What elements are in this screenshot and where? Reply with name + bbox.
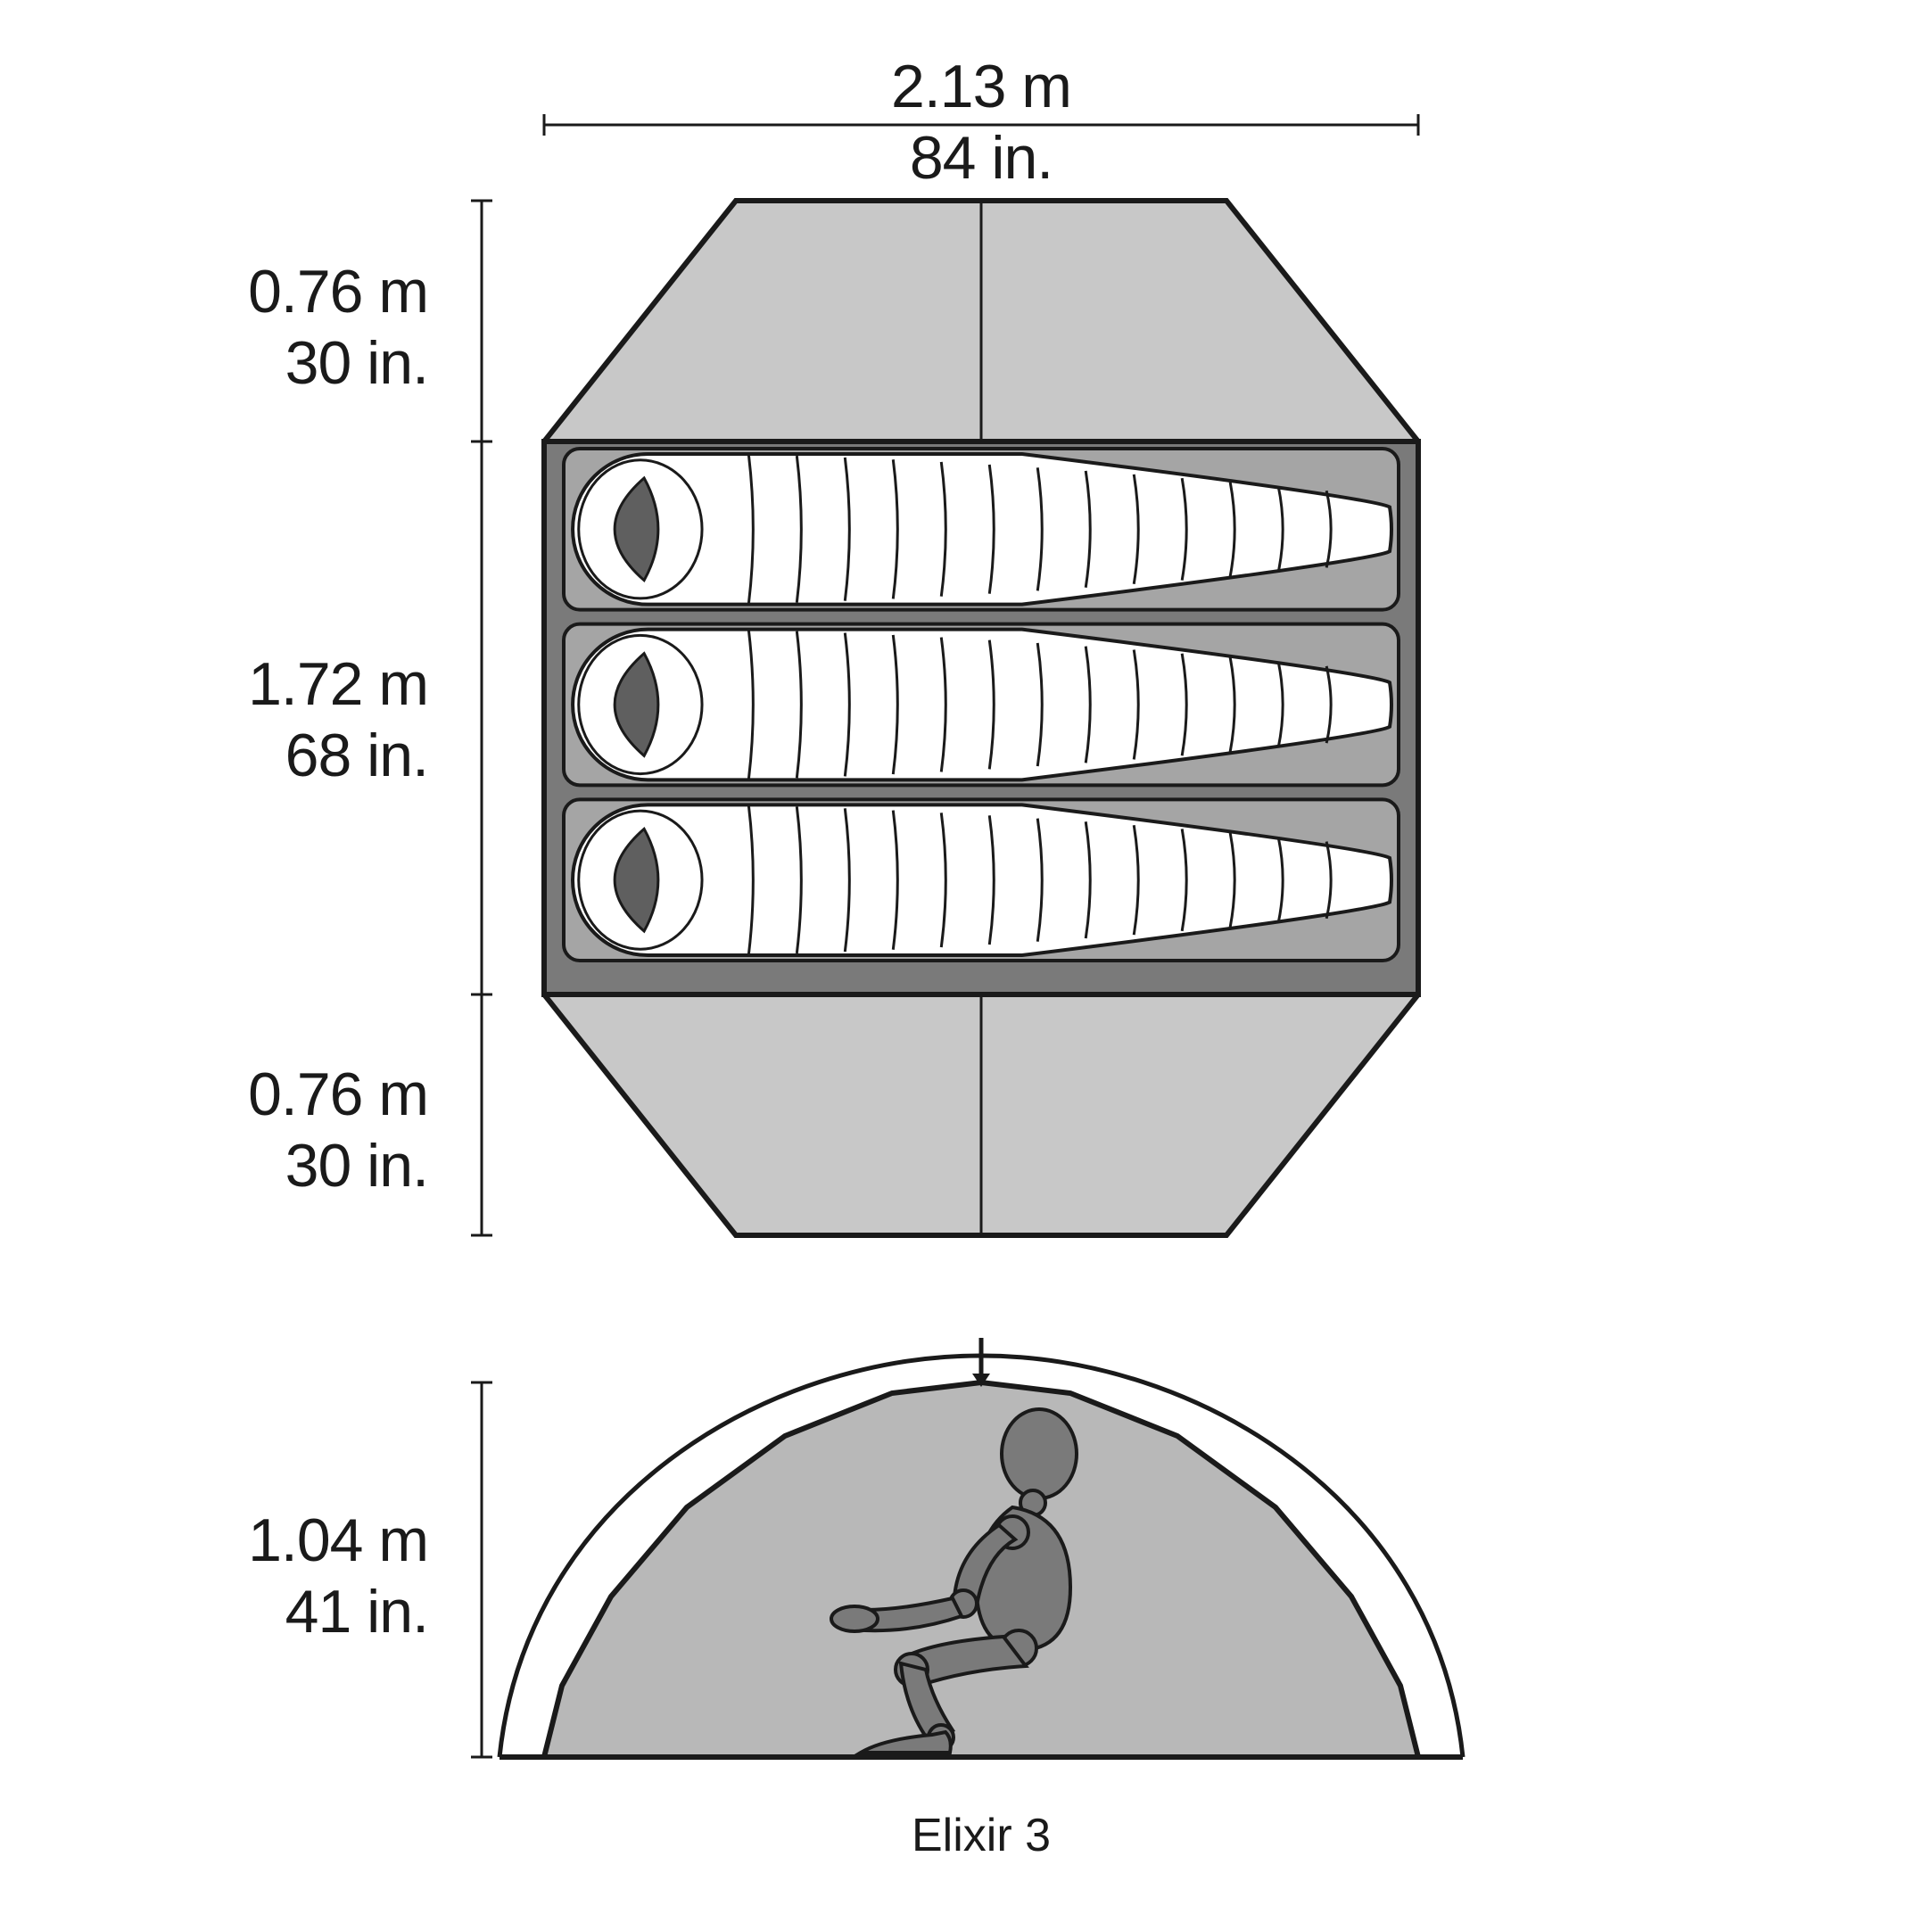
vestibule2-in: 30 in. xyxy=(285,1132,428,1200)
floor-in: 68 in. xyxy=(285,722,428,789)
dim-vestibule1: 0.76 m 30 in. xyxy=(248,258,428,397)
side-view: 1.04 m 41 in. xyxy=(248,1338,1463,1757)
plan-view xyxy=(544,201,1418,1235)
width-in: 84 in. xyxy=(910,124,1053,192)
vestibule1-in: 30 in. xyxy=(285,329,428,397)
dim-width: 2.13 m 84 in. xyxy=(544,53,1418,192)
product-caption: Elixir 3 xyxy=(912,1810,1051,1861)
floor-m: 1.72 m xyxy=(248,650,428,718)
vestibule2-m: 0.76 m xyxy=(248,1060,428,1128)
dim-vestibule2: 0.76 m 30 in. xyxy=(248,1060,428,1200)
height-in: 41 in. xyxy=(285,1578,428,1646)
width-m: 2.13 m xyxy=(891,53,1071,120)
tent-diagram: 2.13 m 84 in. 0.76 m 30 in. 1.72 m 68 in… xyxy=(0,0,1932,1906)
dim-vertical-bar xyxy=(471,201,492,1235)
vestibule1-m: 0.76 m xyxy=(248,258,428,326)
dim-floor: 1.72 m 68 in. xyxy=(248,650,428,789)
height-m: 1.04 m xyxy=(248,1506,428,1574)
